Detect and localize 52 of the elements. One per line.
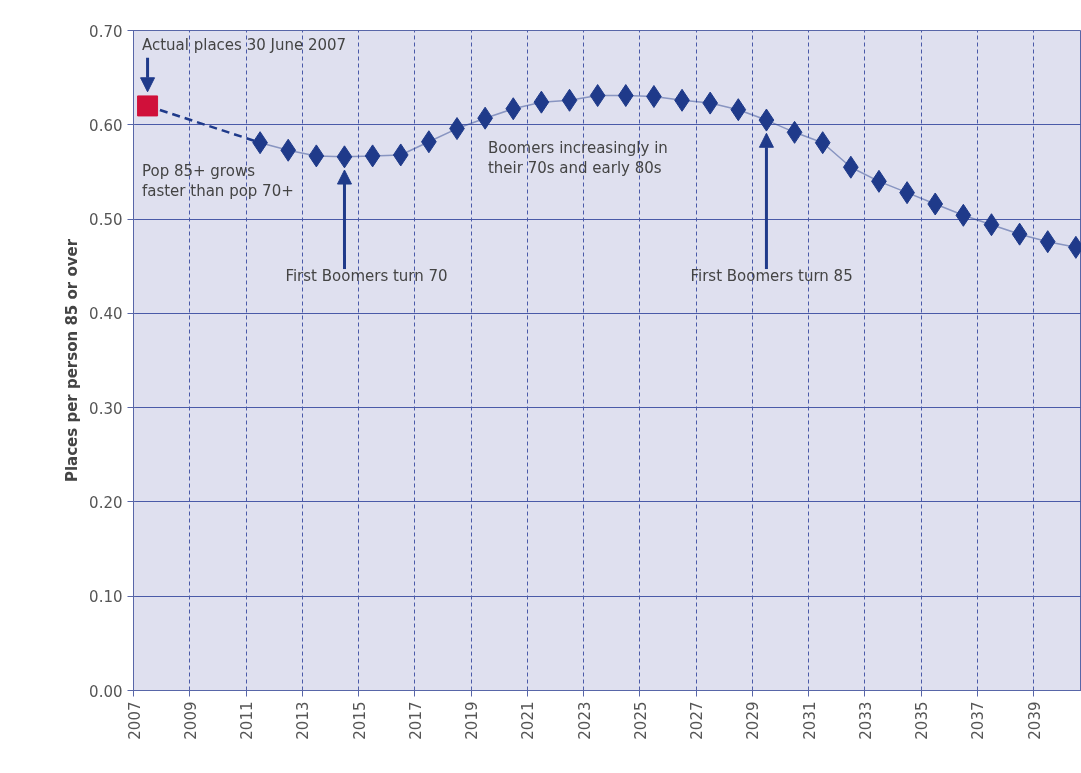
point [927,192,944,216]
point [814,131,831,155]
point [561,88,578,112]
annotation: Boomers increasingly in their 70s and early 80s [487,138,668,177]
point [1011,222,1028,246]
x-tick-label: 2035 [913,701,932,740]
point [533,90,550,114]
point [955,203,972,227]
point [505,97,522,121]
y-tick-label: 0.60 [89,116,123,135]
y-tick-label: 0.70 [89,22,123,41]
x-tick-label: 2039 [1025,701,1044,740]
point [786,120,803,144]
x-tick-label: 2029 [744,701,763,740]
point [308,144,325,168]
point [983,213,1000,237]
x-tick-label: 2009 [181,701,200,740]
x-tick-label: 2015 [350,701,369,740]
x-tick-label: 2013 [294,701,313,740]
point [730,98,747,122]
x-tick-label: 2021 [519,701,538,740]
annotation: Actual places 30 June 2007 [141,36,347,55]
point [137,95,159,117]
y-tick-label: 0.50 [89,211,123,230]
x-tick-label: 2033 [856,701,875,740]
point [758,108,775,132]
annotation: Pop 85+ grows faster than pop 70+ [141,162,294,201]
x-tick-label: 2023 [575,701,594,740]
x-tick-label: 2031 [800,701,819,740]
point [589,84,606,108]
annotation: First Boomers turn 85 [690,267,853,286]
point [364,144,381,168]
y-tick-label: 0.20 [89,493,123,512]
x-tick-label: 2011 [238,701,257,740]
y-tick-label: 0.40 [89,305,123,324]
point [617,84,634,108]
x-tick-label: 2027 [688,701,707,740]
x-tick-label: 2019 [463,701,482,740]
x-tick-label: 2037 [969,701,988,740]
point [1039,230,1056,254]
y-axis-title: Places per person 85 or over [63,238,82,483]
y-tick-label: 0.30 [89,399,123,418]
annotation: First Boomers turn 70 [285,267,448,286]
y-tick-label: 0.10 [89,588,123,607]
x-tick-label: 2025 [631,701,650,740]
point [336,145,353,169]
point [702,91,719,115]
x-tick-label: 2017 [406,701,425,740]
point [392,143,409,167]
y-tick-label: 0.00 [89,682,123,701]
point [280,138,297,162]
x-tick-label: 2007 [125,701,144,740]
